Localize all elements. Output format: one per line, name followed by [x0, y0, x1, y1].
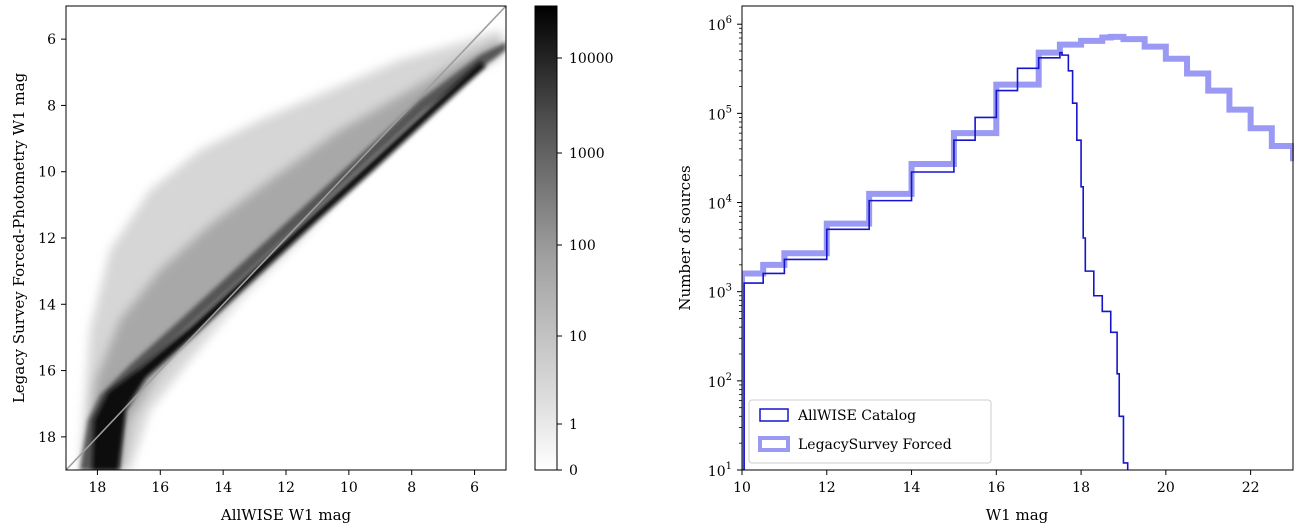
colorbar-tick-label: 10: [569, 329, 587, 345]
heatmap-y-tick-label: 14: [38, 297, 56, 313]
heatmap-x-tick-label: 14: [214, 480, 232, 496]
heatmap-x-tick-label: 12: [277, 480, 295, 496]
histogram-y-tick-label: 105: [708, 104, 732, 123]
heatmap-x-label: AllWISE W1 mag: [220, 506, 352, 524]
histogram-x-tick-label: 18: [1072, 480, 1090, 496]
legend-label-legacysurvey: LegacySurvey Forced: [798, 437, 952, 453]
histogram-x-tick-label: 20: [1157, 480, 1175, 496]
colorbar-tick-label: 1: [569, 417, 578, 433]
colorbar-tick-label: 10000: [569, 51, 614, 67]
histogram-y-label: Number of sources: [676, 165, 694, 310]
heatmap-y-label: Legacy Survey Forced-Photometry W1 mag: [10, 72, 28, 403]
heatmap-panel: 18 16 14 12 10 8 6 6 8 10 12 14 16 18 AllWISE W1 mag…: [10, 5, 507, 524]
colorbar-tick-label: 0: [569, 463, 578, 479]
heatmap-x-tick-label: 16: [151, 480, 169, 496]
density-cloud-outer: [80, 30, 506, 470]
colorbar-gradient: [534, 5, 558, 471]
heatmap-y-tick-label: 8: [47, 98, 56, 114]
histogram-y-tick-label: 101: [708, 461, 732, 480]
heatmap-y-tick-label: 6: [47, 32, 56, 48]
histogram-legend: AllWISE Catalog LegacySurvey Forced: [748, 399, 992, 464]
histogram-x-label: W1 mag: [986, 506, 1049, 524]
histogram-panel: 10 12 14 16 18 20 22 101 102 103 104 105 106 W1 mag…: [676, 5, 1294, 524]
heatmap-y-tick-label: 18: [38, 430, 56, 446]
legend-swatch-legacysurvey: [758, 436, 790, 452]
series-legacysurvey-forced: [742, 33, 1294, 470]
heatmap-y-tick-label: 16: [38, 364, 56, 380]
heatmap-x-tick-label: 6: [470, 480, 479, 496]
identity-line: [66, 6, 506, 470]
histogram-x-tick-label: 10: [733, 480, 751, 496]
colorbar-ticks: 0 1 10 100 1000 10000: [557, 51, 614, 479]
heatmap-x-tick-label: 10: [340, 480, 358, 496]
histogram-y-tick-label: 102: [708, 372, 732, 391]
heatmap-x-tick-label: 8: [407, 480, 416, 496]
colorbar-tick-label: 100: [569, 238, 596, 254]
series-allwise-catalog: [742, 51, 1129, 470]
histogram-x-axis: 10 12 14 16 18 20 22: [733, 470, 1260, 496]
legend-box: [748, 399, 992, 464]
heatmap-y-tick-label: 12: [38, 231, 56, 247]
histogram-x-tick-label: 16: [987, 480, 1005, 496]
histogram-y-axis: 101 102 103 104 105 106: [708, 15, 742, 480]
histogram-y-tick-label: 104: [708, 194, 732, 213]
histogram-x-tick-label: 12: [818, 480, 836, 496]
histogram-y-tick-label: 106: [708, 15, 732, 34]
legend-swatch-allwise: [759, 408, 789, 422]
histogram-x-tick-label: 14: [903, 480, 921, 496]
colorbar: 0 1 10 100 1000 10000: [534, 5, 614, 479]
legend-label-allwise: AllWISE Catalog: [797, 408, 916, 424]
histogram-y-tick-label: 103: [708, 283, 732, 302]
heatmap-density: [80, 30, 506, 470]
histogram-x-tick-label: 22: [1242, 480, 1260, 496]
heatmap-x-axis: 18 16 14 12 10 8 6: [89, 470, 479, 496]
heatmap-y-axis: 6 8 10 12 14 16 18: [38, 32, 66, 446]
heatmap-y-tick-label: 10: [38, 165, 56, 181]
heatmap-x-tick-label: 18: [89, 480, 107, 496]
colorbar-tick-label: 1000: [569, 146, 605, 162]
histogram-series: [742, 33, 1294, 470]
density-cloud-mid: [86, 40, 500, 470]
